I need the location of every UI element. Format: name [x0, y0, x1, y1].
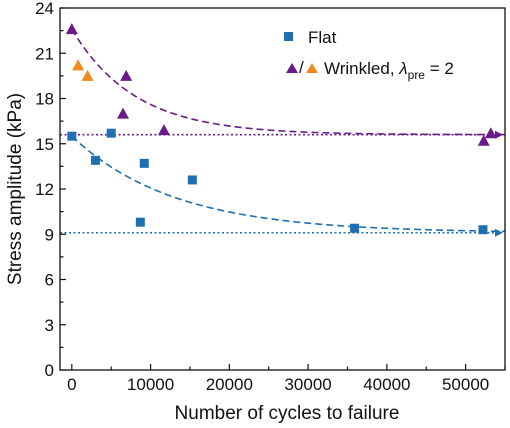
x-tick-label: 20000 [206, 375, 253, 394]
legend-wrinkled-marker-purple [286, 63, 298, 73]
wrinkled-point-orange [72, 59, 85, 71]
x-tick-label: 40000 [363, 375, 410, 394]
flat-point [187, 175, 197, 185]
legend-wrinkled-slash: / [299, 58, 304, 77]
legend-wrinkled-label: Wrinkled, λpre = 2 [324, 59, 454, 82]
legend-wrinkled-label-tail: = 2 [425, 59, 454, 78]
x-tick-label: 10000 [127, 375, 174, 394]
wrinkled-point-purple [157, 124, 170, 136]
fit-curves [71, 28, 506, 233]
y-tick-label: 3 [45, 316, 54, 335]
flat-point [106, 128, 116, 138]
legend-flat-marker [284, 32, 293, 41]
y-tick-label: 21 [35, 44, 54, 63]
x-tick-label: 0 [67, 375, 76, 394]
y-tick-label: 15 [35, 135, 54, 154]
legend-wrinkled-marker-orange [306, 63, 318, 73]
wrinkled-point-purple [117, 107, 130, 119]
fit-curve-2 [71, 135, 506, 233]
x-axis-title: Number of cycles to failure [175, 403, 400, 424]
flat-point [139, 158, 149, 168]
flat-point [90, 155, 100, 165]
wrinkled-point-purple [65, 23, 78, 35]
legend: Flat / Wrinkled, λpre = 2 [284, 28, 454, 82]
y-tick-label: 24 [35, 0, 54, 18]
flat-point [135, 217, 145, 227]
legend-flat-label: Flat [308, 28, 337, 47]
y-tick-label: 0 [45, 361, 54, 380]
data-points [65, 23, 497, 235]
limit-lines [60, 130, 503, 237]
legend-entry-flat: Flat [284, 28, 337, 47]
fit-curve-1 [71, 28, 505, 136]
x-axis-ticks: 0 10000 20000 30000 40000 50000 [67, 364, 506, 394]
wrinkled-point-purple [484, 127, 497, 139]
wrinkled-point-purple [477, 134, 490, 146]
wrinkled-point-orange [81, 69, 94, 81]
y-axis-title: Stress amplitude (kPa) [5, 93, 26, 285]
y-tick-label: 9 [45, 225, 54, 244]
runout-arrow-1 [495, 130, 503, 139]
runout-arrow-2 [495, 228, 503, 237]
y-tick-label: 18 [35, 90, 54, 109]
y-tick-label: 6 [45, 271, 54, 290]
flat-point [350, 223, 360, 233]
legend-wrinkled-lambda: λ [398, 59, 407, 78]
y-tick-label: 12 [35, 180, 54, 199]
x-tick-label: 30000 [284, 375, 331, 394]
flat-point [67, 131, 77, 141]
legend-wrinkled-label-main: Wrinkled, [324, 59, 399, 78]
legend-wrinkled-subscript: pre [408, 68, 426, 82]
legend-entry-wrinkled: / Wrinkled, λpre = 2 [286, 58, 454, 82]
wrinkled-point-purple [120, 69, 133, 81]
x-tick-label: 50000 [442, 375, 489, 394]
y-axis-ticks: 0 3 6 9 12 15 18 21 24 [35, 0, 66, 380]
flat-point [478, 225, 488, 235]
